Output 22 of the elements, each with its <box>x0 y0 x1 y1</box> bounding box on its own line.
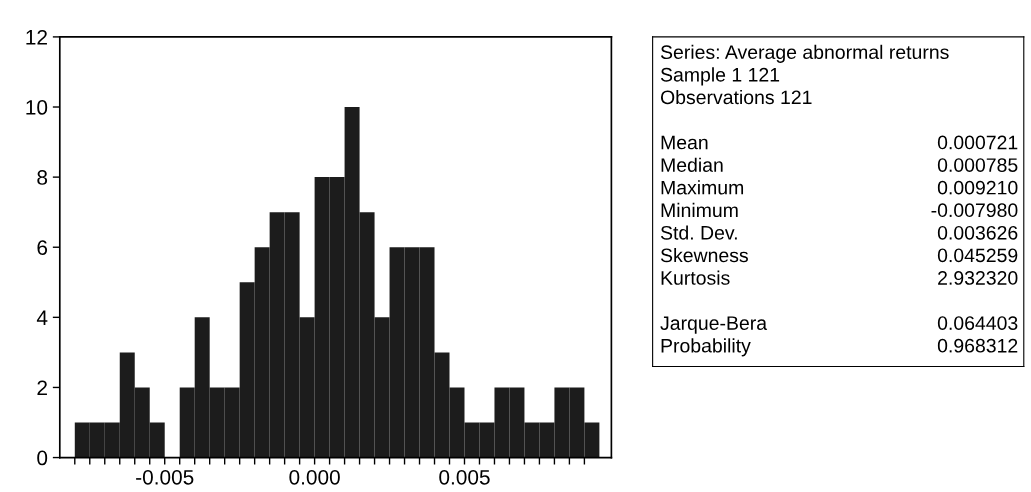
x-tick-label: 0.005 <box>439 469 490 485</box>
text: Median 0.000785 <box>661 157 1018 172</box>
text: Sample 1 121 <box>660 67 780 86</box>
y-tick-label: 4 <box>36 310 48 325</box>
y-tick-label: 12 <box>26 29 47 45</box>
x-tick-label: -0.005 <box>136 469 194 485</box>
y-tick-label: 0 <box>37 450 48 466</box>
y-tick-label: 10 <box>26 100 48 115</box>
text: Minimum -0.007980 <box>661 202 1018 218</box>
x-tick-label: 0.000 <box>289 469 340 485</box>
text: Std. Dev. 0.003626 <box>660 225 1018 240</box>
y-tick-label: 6 <box>37 240 48 255</box>
text: Jarque-Bera 0.064403 <box>660 316 1018 334</box>
text: Maximum 0.009210 <box>661 180 1018 195</box>
y-tick-label: 8 <box>37 170 48 185</box>
text: Mean 0.000721 <box>661 135 1018 150</box>
text: Kurtosis 2.932320 <box>661 270 1018 285</box>
y-tick-label: 2 <box>37 380 47 395</box>
text: Series: Average abnormal returns <box>660 44 949 63</box>
text: Observations 121 <box>660 89 812 105</box>
text: Probability 0.968312 <box>661 338 1018 357</box>
text: Skewness 0.045259 <box>660 247 1018 263</box>
